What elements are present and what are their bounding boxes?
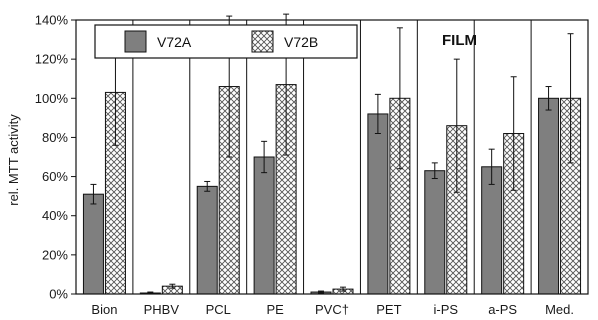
bar-v72a-pcl (196, 185, 218, 295)
bar-v72a-pet (367, 113, 389, 295)
y-tick-label: 40% (42, 208, 68, 223)
y-tick-label: 120% (35, 52, 69, 67)
legend-label-v72a: V72A (157, 34, 192, 50)
x-tick-label: Bion (91, 302, 117, 317)
y-axis-label: rel. MTT activity (6, 114, 21, 206)
y-axis-ticks: 0% 20% 40% 60% 80% 100% 120% 140% (35, 13, 76, 302)
x-tick-label: PVC† (315, 302, 349, 317)
bar-v72a-aps (481, 166, 503, 295)
legend-label-v72b: V72B (284, 34, 318, 50)
category-separators (132, 20, 532, 294)
y-tick-label: 80% (42, 130, 68, 145)
bar-v72a-med (538, 97, 560, 295)
y-tick-label: 60% (42, 169, 68, 184)
y-tick-label: 0% (49, 287, 68, 302)
y-tick-label: 100% (35, 91, 69, 106)
film-annotation: FILM (442, 32, 477, 49)
legend-swatch-v72a (124, 30, 147, 53)
legend: V72A V72B (94, 24, 358, 59)
x-tick-label: PE (266, 302, 284, 317)
x-tick-label: PCL (206, 302, 231, 317)
plot-frame (75, 19, 589, 295)
x-axis-ticks: Bion PHBV PCL PE PVC† PET i-PS a-PS Med. (91, 302, 574, 317)
y-tick-label: 140% (35, 13, 69, 28)
y-tick-label: 20% (42, 247, 68, 262)
bar-v72a-ips (424, 170, 446, 295)
x-tick-label: a-PS (488, 302, 517, 317)
bar-v72a-pe (253, 156, 275, 295)
x-tick-label: Med. (545, 302, 574, 317)
bars (82, 13, 582, 295)
x-tick-label: PET (376, 302, 401, 317)
legend-swatch-v72b (251, 30, 274, 53)
x-tick-label: PHBV (144, 302, 180, 317)
x-tick-label: i-PS (433, 302, 458, 317)
bar-v72a-bion (82, 193, 104, 295)
